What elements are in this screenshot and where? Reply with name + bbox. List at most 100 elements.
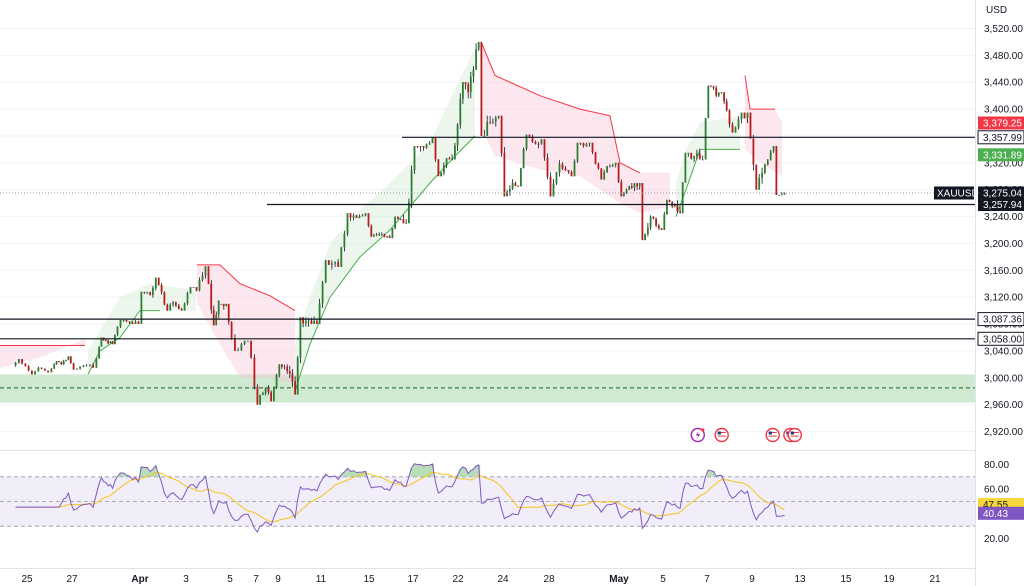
candle-up bbox=[122, 320, 125, 321]
candle-up bbox=[454, 145, 456, 160]
candle-down bbox=[480, 41, 483, 136]
candle-down bbox=[227, 303, 230, 323]
candle-down bbox=[180, 309, 183, 311]
symbol-tag-label: XAUUSD bbox=[937, 189, 979, 200]
candle-up bbox=[525, 134, 528, 149]
rsi-panel bbox=[0, 463, 975, 533]
candle-down bbox=[503, 153, 506, 197]
candle-up bbox=[85, 365, 88, 367]
candle-up bbox=[492, 121, 494, 123]
candle-up bbox=[573, 161, 576, 177]
candle-up bbox=[428, 143, 431, 145]
candle-down bbox=[561, 164, 564, 169]
candle-down bbox=[355, 215, 358, 218]
candle-down bbox=[21, 359, 23, 364]
candle-up bbox=[321, 282, 324, 304]
candle-up bbox=[663, 214, 666, 230]
time-tick-label: 28 bbox=[543, 574, 555, 585]
candle-up bbox=[425, 144, 428, 148]
price-tag-label: 3,087.36 bbox=[983, 315, 1022, 326]
candle-up bbox=[509, 188, 511, 192]
time-tick-label: 17 bbox=[407, 574, 419, 585]
price-tag-box bbox=[977, 130, 1024, 145]
candle-up bbox=[134, 321, 137, 325]
candle-up bbox=[225, 303, 228, 306]
candle-up bbox=[172, 302, 174, 305]
us-flag-icon bbox=[765, 427, 780, 443]
candle-up bbox=[67, 356, 70, 360]
candle-down bbox=[517, 186, 519, 187]
candle-up bbox=[273, 387, 275, 402]
candle-down bbox=[500, 115, 503, 154]
candle-down bbox=[288, 371, 291, 374]
candle-up bbox=[34, 371, 36, 375]
candle-down bbox=[230, 322, 233, 339]
candle-up bbox=[55, 361, 58, 365]
price-tag-box bbox=[977, 312, 1024, 327]
candle-up bbox=[647, 227, 649, 235]
candle-up bbox=[373, 235, 375, 237]
price-tick-label: 3,400.00 bbox=[984, 105, 1023, 116]
candle-up bbox=[65, 359, 67, 361]
time-tick-label: May bbox=[609, 574, 629, 585]
support-trail-fill bbox=[676, 115, 740, 217]
candle-up bbox=[451, 159, 453, 161]
candle-up bbox=[198, 280, 201, 291]
candle-up bbox=[764, 164, 766, 173]
candle-down bbox=[107, 340, 109, 344]
candle-down bbox=[641, 183, 644, 241]
candle-up bbox=[375, 234, 378, 236]
time-axis-ticks: 25 27 Apr 3 5 7 9 11 15 17 22 24 28 May 5 7 9 13 15 19 21 bbox=[21, 574, 941, 585]
candle-down bbox=[40, 367, 43, 369]
candle-up bbox=[649, 216, 652, 228]
price-tag-label: 3,275.04 bbox=[983, 189, 1022, 200]
event-markers[interactable] bbox=[690, 427, 802, 443]
candle-up bbox=[114, 334, 116, 345]
candle-down bbox=[658, 225, 660, 229]
flash-bolt-icon bbox=[695, 431, 701, 439]
candle-down bbox=[728, 110, 731, 125]
candle-up bbox=[419, 146, 422, 147]
horizontal-levels[interactable] bbox=[0, 136, 975, 340]
candle-up bbox=[217, 300, 220, 315]
candle-up bbox=[53, 364, 56, 369]
time-tick-label: 21 bbox=[929, 574, 941, 585]
candle-down bbox=[712, 86, 715, 88]
candle-up bbox=[243, 340, 246, 345]
candle-up bbox=[259, 395, 261, 405]
candle-down bbox=[253, 357, 256, 387]
candle-down bbox=[594, 152, 597, 164]
candle-up bbox=[313, 321, 315, 324]
candle-up bbox=[119, 320, 122, 327]
rsi-tick-label: 60.00 bbox=[984, 485, 1009, 496]
candle-down bbox=[256, 386, 259, 405]
candle-up bbox=[459, 98, 462, 125]
price-tick-label: 3,120.00 bbox=[984, 293, 1023, 304]
candle-up bbox=[100, 337, 103, 347]
price-tag-label: 3,331.89 bbox=[983, 150, 1022, 161]
candle-down bbox=[383, 233, 386, 238]
candle-up bbox=[766, 160, 769, 165]
candle-up bbox=[334, 261, 336, 264]
candle-up bbox=[611, 165, 614, 166]
candle-down bbox=[160, 285, 163, 293]
rsi-tick-label: 20.00 bbox=[984, 534, 1009, 545]
candle-up bbox=[772, 146, 775, 152]
candle-up bbox=[14, 362, 17, 366]
candle-up bbox=[192, 287, 195, 288]
candle-up bbox=[220, 303, 223, 305]
candle-up bbox=[307, 320, 310, 322]
candle-up bbox=[79, 366, 81, 369]
candle-down bbox=[655, 218, 657, 226]
candle-up bbox=[717, 92, 720, 96]
candle-down bbox=[349, 213, 352, 218]
candle-up bbox=[116, 326, 119, 335]
candle-up bbox=[394, 216, 396, 229]
candle-down bbox=[111, 341, 114, 345]
candle-down bbox=[27, 366, 30, 371]
us-flag-icon bbox=[714, 427, 729, 443]
candle-up bbox=[497, 115, 500, 118]
candle-down bbox=[270, 392, 272, 402]
candle-down bbox=[546, 157, 549, 177]
